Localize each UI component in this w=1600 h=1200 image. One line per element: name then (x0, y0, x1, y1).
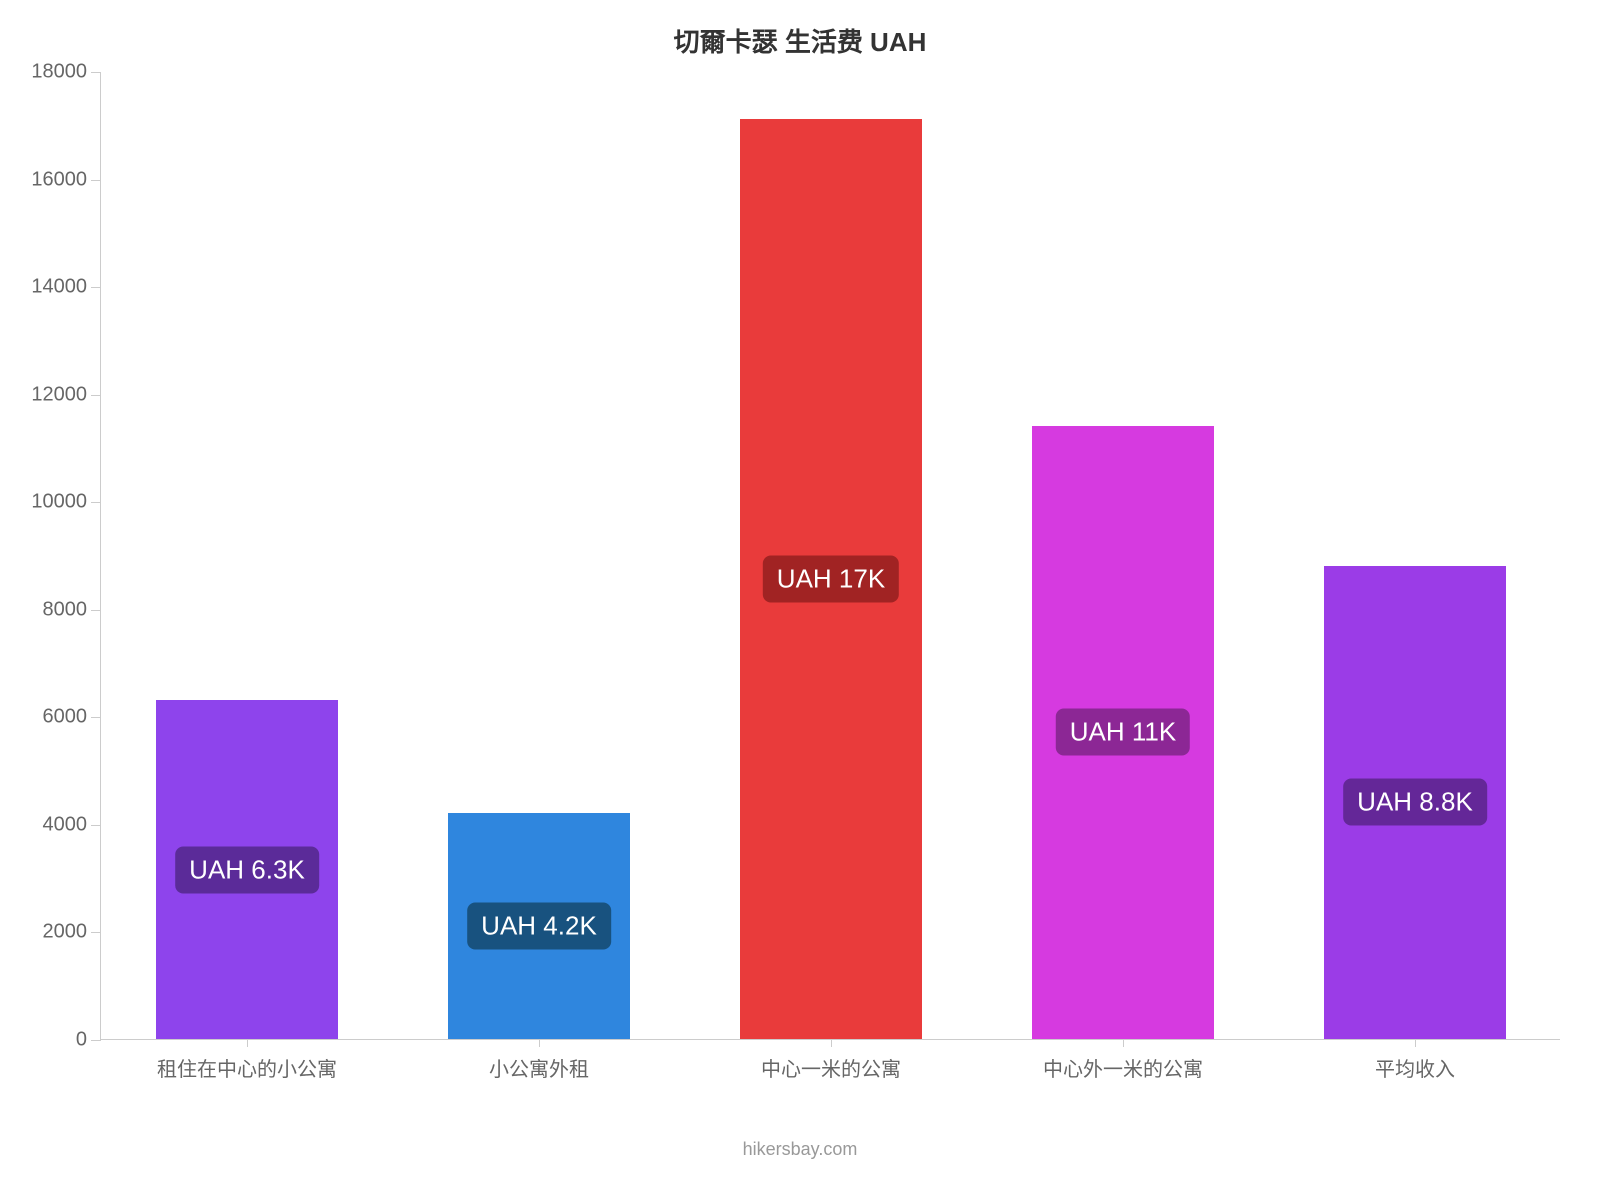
bar: UAH 17K (740, 119, 921, 1039)
y-tick (91, 932, 101, 933)
y-tick-label: 2000 (43, 921, 88, 944)
x-category-label: 中心外一米的公寓 (1043, 1053, 1203, 1082)
bar-value-badge-wrap: UAH 4.2K (467, 903, 611, 950)
x-tick (247, 1039, 248, 1047)
bar: UAH 11K (1032, 426, 1213, 1039)
bar: UAH 8.8K (1324, 566, 1505, 1039)
bar-value-badge: UAH 17K (763, 556, 899, 603)
x-tick (1123, 1039, 1124, 1047)
y-tick (91, 502, 101, 503)
x-category-label: 小公寓外租 (489, 1053, 589, 1082)
bar-value-badge: UAH 8.8K (1343, 779, 1487, 826)
bar-value-badge-wrap: UAH 17K (763, 556, 899, 603)
bar: UAH 6.3K (156, 700, 337, 1039)
bar-value-badge: UAH 4.2K (467, 903, 611, 950)
x-tick (1415, 1039, 1416, 1047)
y-tick-label: 10000 (31, 491, 87, 514)
y-tick (91, 72, 101, 73)
bar-value-badge-wrap: UAH 8.8K (1343, 779, 1487, 826)
x-category-label: 平均收入 (1375, 1053, 1455, 1082)
attribution-text: hikersbay.com (0, 1139, 1600, 1160)
bar-value-badge: UAH 11K (1056, 709, 1190, 756)
y-tick-label: 14000 (31, 276, 87, 299)
x-category-label: 租住在中心的小公寓 (157, 1053, 337, 1082)
bar-value-badge-wrap: UAH 11K (1056, 709, 1190, 756)
y-tick (91, 825, 101, 826)
y-tick (91, 180, 101, 181)
y-tick (91, 287, 101, 288)
y-tick-label: 18000 (31, 61, 87, 84)
y-tick (91, 610, 101, 611)
y-tick-label: 12000 (31, 383, 87, 406)
y-tick-label: 0 (76, 1029, 87, 1052)
x-tick (831, 1039, 832, 1047)
bars-group: UAH 6.3K UAH 4.2K UAH 17K UAH 11K UAH 8.8K (101, 72, 1560, 1039)
bar: UAH 4.2K (448, 813, 629, 1039)
y-tick (91, 395, 101, 396)
bar-value-badge: UAH 6.3K (175, 846, 319, 893)
y-tick-label: 6000 (43, 706, 88, 729)
y-tick-label: 4000 (43, 813, 88, 836)
y-tick-label: 8000 (43, 598, 88, 621)
chart-title: 切爾卡瑟 生活费 UAH (0, 22, 1600, 59)
y-tick-label: 16000 (31, 168, 87, 191)
x-category-label: 中心一米的公寓 (761, 1053, 901, 1082)
bar-value-badge-wrap: UAH 6.3K (175, 846, 319, 893)
x-tick (539, 1039, 540, 1047)
y-tick (91, 1040, 101, 1041)
y-tick (91, 717, 101, 718)
chart-container: 切爾卡瑟 生活费 UAH UAH 6.3KUAH 4.2KUAH 17KUAH … (0, 0, 1600, 1200)
plot-area: UAH 6.3KUAH 4.2KUAH 17KUAH 11KUAH 8.8K 0… (100, 72, 1560, 1040)
